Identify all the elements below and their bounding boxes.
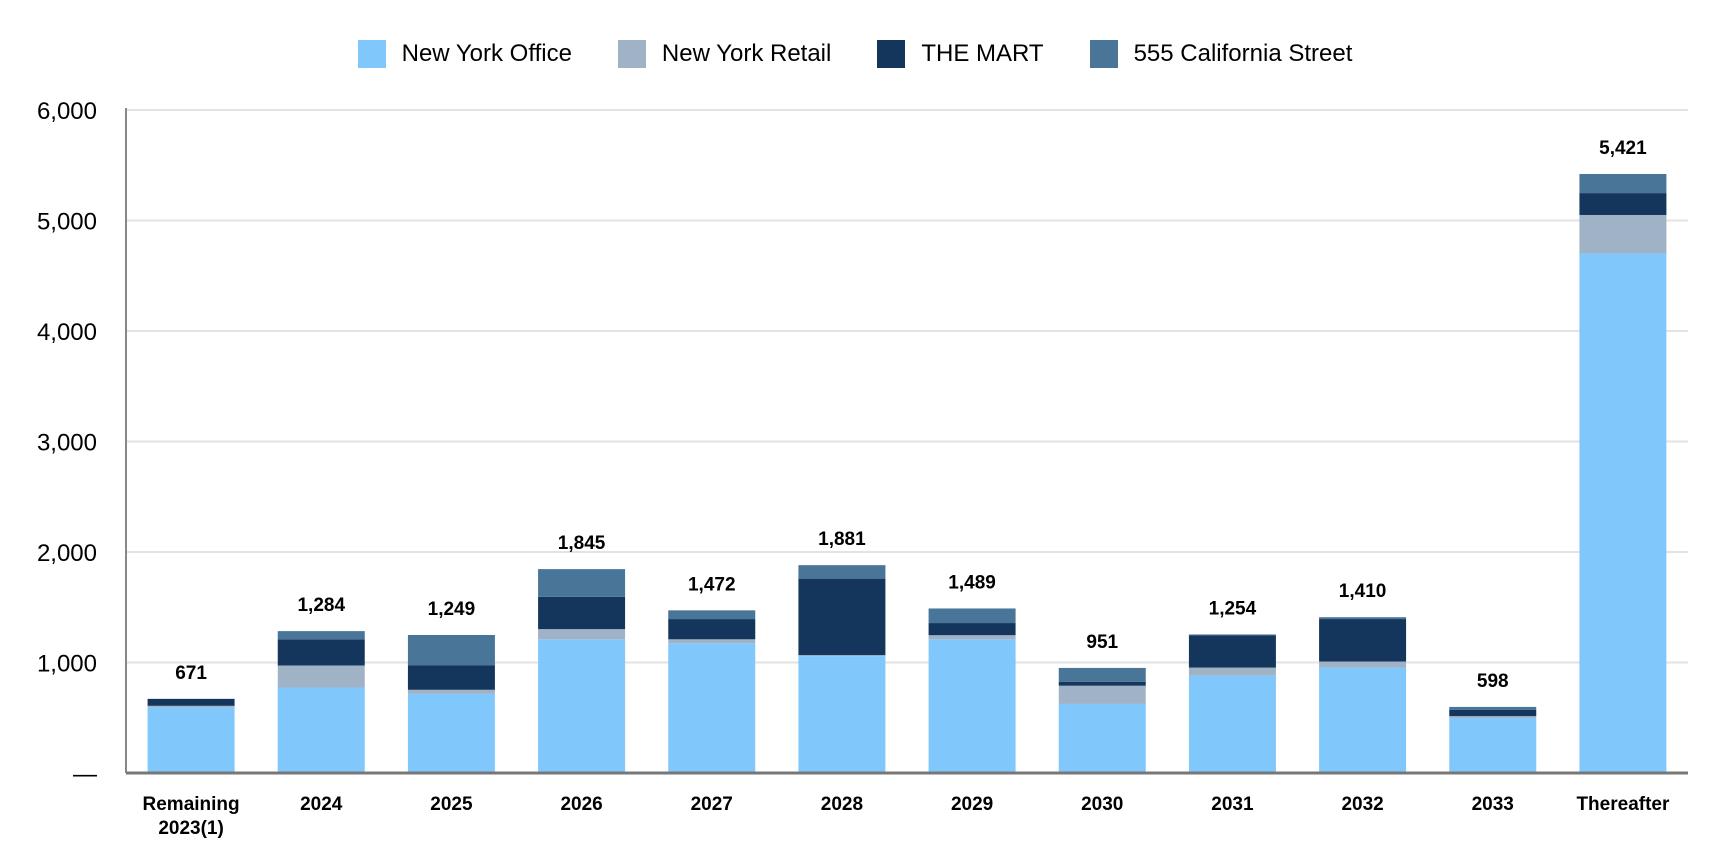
bar-segment — [668, 643, 756, 773]
bar-segment — [1579, 193, 1667, 215]
bar-segment — [1058, 703, 1146, 773]
y-tick-label: 5,000 — [37, 209, 97, 236]
bar-segment — [1058, 667, 1146, 682]
x-tick-label: 2028 — [821, 794, 863, 815]
x-tick-label: 2027 — [691, 794, 733, 815]
bar-segment — [798, 565, 886, 579]
y-tick-label: 1,000 — [37, 651, 97, 678]
bar-segment — [277, 631, 365, 640]
x-tick-label: 2029 — [951, 794, 993, 815]
legend-item: New York Office — [357, 40, 572, 68]
bar-segment — [147, 707, 235, 773]
y-tick-label: — — [73, 761, 97, 788]
legend-item: 555 California Street — [1089, 40, 1353, 68]
bar-segment — [538, 569, 626, 597]
legend-label: New York Office — [401, 40, 572, 67]
bar-segment — [1188, 675, 1276, 773]
x-tick-label: 2030 — [1081, 794, 1123, 815]
bar-segment — [1449, 709, 1537, 717]
y-tick-label: 4,000 — [37, 319, 97, 346]
data-label: 1,472 — [688, 574, 736, 595]
bar-segment — [798, 578, 886, 656]
bar-segment — [668, 619, 756, 640]
bar-segment — [277, 665, 365, 688]
x-tick-label: 2031 — [1211, 794, 1254, 815]
bar-segment — [1319, 667, 1407, 773]
data-label: 598 — [1477, 671, 1509, 692]
legend-swatch — [357, 40, 386, 68]
legend-label: THE MART — [921, 40, 1044, 67]
data-label: 1,845 — [558, 533, 606, 554]
y-tick-label: 3,000 — [37, 430, 97, 457]
bar-segment — [1579, 173, 1667, 194]
bar-segment — [928, 623, 1016, 636]
bar-segment — [928, 639, 1016, 773]
bar-segment — [928, 635, 1016, 640]
legend: New York Office New York Retail THE MART 55… — [0, 40, 1710, 68]
legend-item: New York Retail — [617, 40, 832, 68]
bar-segment — [798, 655, 886, 657]
data-label: 5,421 — [1599, 138, 1647, 159]
y-tick-label: 2,000 — [37, 540, 97, 567]
data-label: 1,489 — [948, 572, 996, 593]
bar-segment — [277, 639, 365, 666]
bar-segment — [928, 608, 1016, 624]
bar-segment — [407, 665, 495, 690]
bar-segment — [1319, 619, 1407, 662]
data-label: 1,284 — [297, 595, 345, 616]
bar-segment — [1188, 635, 1276, 668]
legend-label: 555 California Street — [1133, 40, 1353, 67]
data-label: 671 — [175, 663, 207, 684]
bar-segment — [1319, 661, 1407, 668]
y-tick-label: 6,000 — [37, 98, 97, 125]
data-label: 1,249 — [428, 599, 476, 620]
bar-segment — [1449, 706, 1537, 710]
legend-label: New York Retail — [661, 40, 832, 67]
data-label: 1,254 — [1209, 598, 1257, 619]
bar-segment — [538, 639, 626, 773]
x-tick-label: Remaining — [143, 794, 240, 815]
bar-segment — [407, 689, 495, 694]
x-tick-label: Thereafter — [1576, 794, 1670, 815]
bar-segment — [1058, 685, 1146, 704]
bar-segment — [1579, 253, 1667, 773]
legend-item: THE MART — [877, 40, 1044, 68]
bar-segment — [407, 634, 495, 666]
bar-segment — [1449, 718, 1537, 773]
bar-segment — [1188, 667, 1276, 676]
bar-segment — [538, 629, 626, 640]
bar-segment — [1319, 617, 1407, 620]
x-tick-label: 2025 — [430, 794, 473, 815]
bar-segment — [1579, 214, 1667, 254]
bar-segment — [277, 687, 365, 773]
bar-segment — [1449, 716, 1537, 719]
legend-swatch — [877, 40, 906, 68]
bar-segment — [538, 596, 626, 630]
x-tick-label: 2024 — [300, 794, 343, 815]
bar-segment — [1058, 681, 1146, 686]
bar-segment — [147, 698, 235, 706]
x-tick-label: 2032 — [1341, 794, 1383, 815]
bar-segment — [668, 610, 756, 620]
bar-segment — [1188, 634, 1276, 636]
bar-segment — [407, 693, 495, 773]
bar-segment — [798, 656, 886, 773]
legend-swatch — [617, 40, 646, 68]
legend-swatch — [1089, 40, 1118, 68]
data-label: 1,410 — [1339, 581, 1387, 602]
x-tick-label: 2026 — [560, 794, 602, 815]
x-tick-label: 2023(1) — [158, 818, 224, 839]
data-label: 951 — [1086, 632, 1118, 653]
data-label: 1,881 — [818, 529, 866, 550]
x-tick-label: 2033 — [1472, 794, 1514, 815]
bar-segment — [668, 639, 756, 644]
bar-segment — [147, 705, 235, 708]
